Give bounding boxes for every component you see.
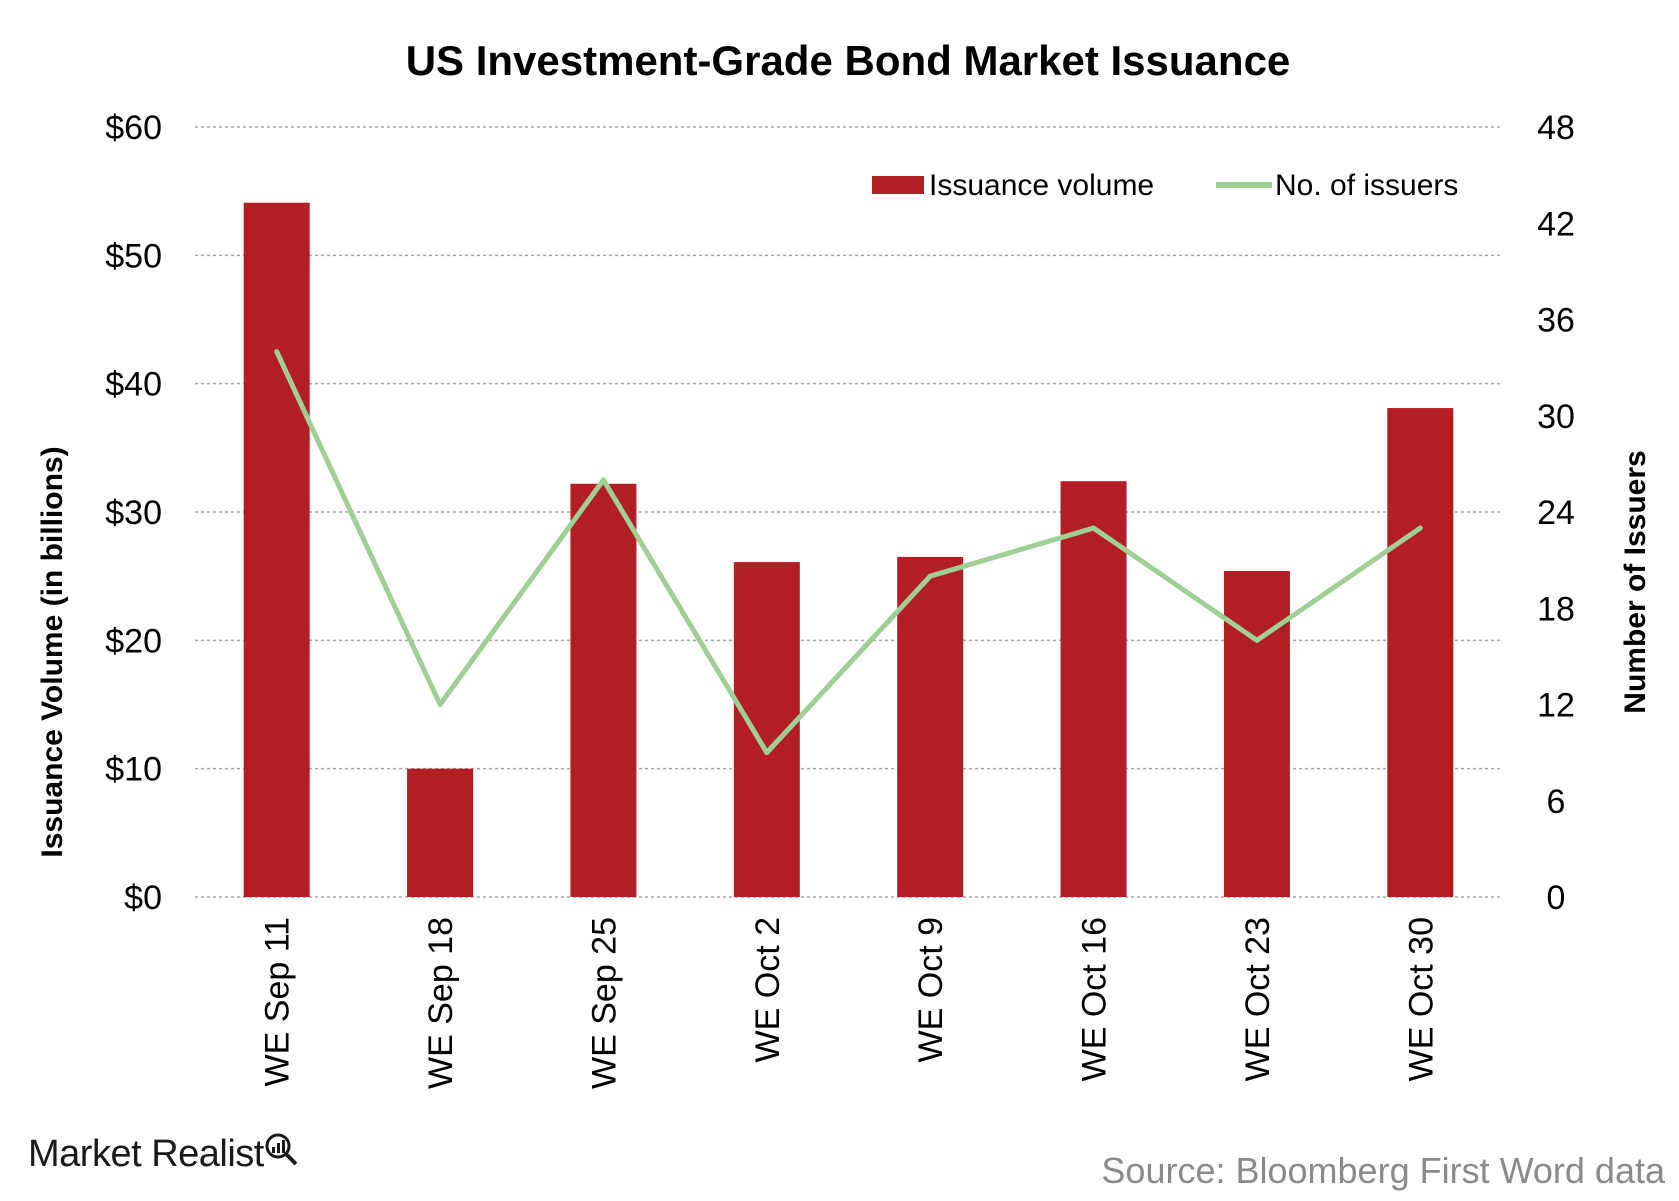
issuers-line: [274, 350, 1422, 756]
line-point: [1091, 525, 1097, 531]
bar: [1223, 571, 1290, 897]
source-note: Source: Bloomberg First Word data: [1101, 1150, 1665, 1191]
y2-tick-label: 48: [1537, 109, 1575, 147]
x-tick-label: WE Sep 18: [422, 917, 460, 1089]
line-point: [927, 573, 933, 579]
y2-tick-label: 12: [1537, 687, 1575, 725]
y2-tick-label: 30: [1537, 398, 1575, 436]
legend: Issuance volume No. of issuers: [872, 169, 1458, 202]
line-point: [600, 477, 606, 483]
x-axis: WE Sep 11 WE Sep 18 WE Sep 25 WE Oct 2 WE Oc…: [259, 917, 1441, 1089]
bar: [1060, 481, 1127, 897]
x-tick-label: WE Oct 23: [1239, 917, 1277, 1081]
x-tick-label: WE Oct 30: [1402, 917, 1440, 1081]
x-tick-label: WE Oct 16: [1076, 917, 1114, 1081]
x-tick-label: WE Sep 25: [585, 917, 623, 1089]
bar: [897, 556, 964, 897]
y-tick-label: $20: [105, 622, 162, 660]
y-tick-label: $60: [105, 109, 162, 147]
y-axis-left: $0 $10 $20 $30 $40 $50 $60: [105, 109, 162, 917]
gridlines: [195, 126, 1502, 898]
bar: [243, 202, 310, 897]
y-tick-label: $40: [105, 366, 162, 404]
y2-tick-label: 24: [1537, 494, 1575, 532]
line-point: [1254, 637, 1260, 643]
y2-tick-label: 42: [1537, 205, 1575, 243]
y2-tick-label: 36: [1537, 302, 1575, 340]
line-point: [274, 349, 280, 355]
y-axis-right: 0 6 12 18 24 30 36 42 48: [1537, 109, 1575, 917]
magnifier-icon: [265, 1133, 298, 1166]
y-tick-label: $0: [124, 879, 162, 917]
y-tick-label: $50: [105, 237, 162, 275]
y2-axis-label: Number of Issuers: [1619, 450, 1652, 713]
line-point: [764, 750, 770, 756]
y-axis-label: Issuance Volume (in billions): [36, 446, 69, 857]
x-tick-label: WE Oct 2: [749, 917, 787, 1062]
bar: [570, 483, 637, 897]
legend-label-bar: Issuance volume: [929, 169, 1154, 202]
y-tick-label: $30: [105, 494, 162, 532]
brand-logo: Market Realist: [28, 1133, 264, 1175]
line-point: [437, 702, 443, 707]
x-tick-label: WE Sep 11: [259, 917, 297, 1086]
bar-series: [243, 202, 1454, 897]
y2-tick-label: 18: [1537, 590, 1575, 628]
bar: [1387, 408, 1454, 897]
chart-title: US Investment-Grade Bond Market Issuance: [406, 37, 1291, 84]
y2-tick-label: 0: [1547, 879, 1566, 917]
legend-label-line: No. of issuers: [1275, 169, 1458, 202]
x-tick-label: WE Oct 9: [912, 917, 950, 1062]
line-point: [1417, 525, 1423, 531]
y-tick-label: $10: [105, 751, 162, 789]
bar: [407, 768, 474, 897]
legend-swatch-bar: [872, 176, 924, 194]
y2-tick-label: 6: [1547, 783, 1566, 821]
line-series: [274, 349, 1423, 756]
